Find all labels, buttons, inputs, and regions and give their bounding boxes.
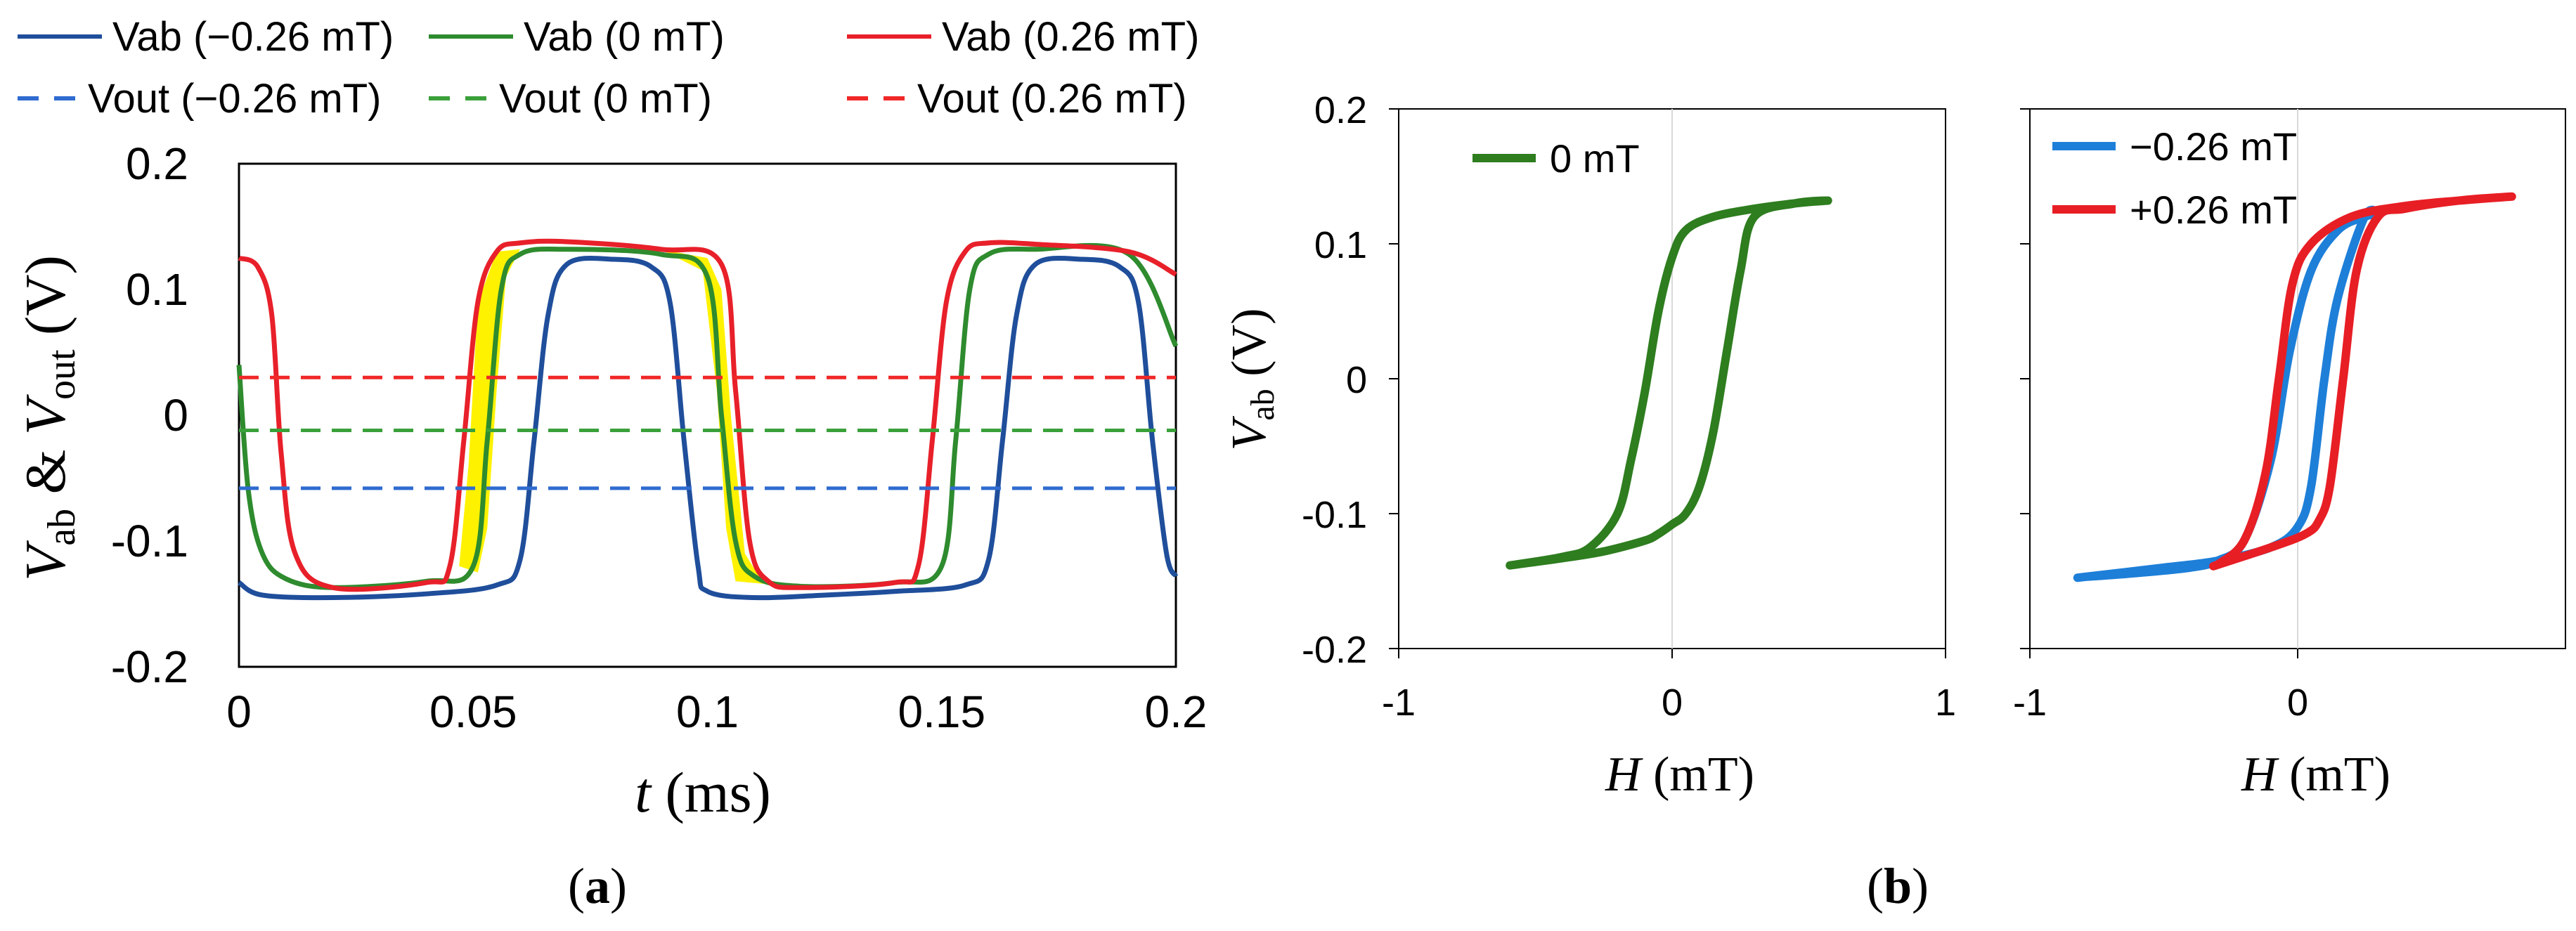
axis-ticks-a: 0 0.05 0.1 0.15 0.2 0.2 0.1 0 -0.1 -0.2 xyxy=(111,138,1208,737)
series-line-0-26-mt xyxy=(2073,205,2383,582)
legend-label-vout-0-26-mt: Vout (0.26 mT) xyxy=(917,76,1187,122)
x-tick-label: -1 xyxy=(1382,682,1416,724)
series-line-0-26-mt xyxy=(2209,192,2516,571)
x-tick-label: 1 xyxy=(1935,682,1956,724)
x-tick-label-a: 0.05 xyxy=(429,686,517,737)
legend-label-vout-0-26-mt: Vout (−0.26 mT) xyxy=(88,76,381,122)
plot-area-a xyxy=(236,238,1179,601)
panel-label-b: (b) xyxy=(1867,858,1929,914)
legend-a: Vab (−0.26 mT) Vab (0 mT) Vab (0.26 mT) Vou… xyxy=(18,14,1199,122)
series-line-vab-0-26-mt xyxy=(238,238,1177,592)
legend-label-vab-0-26-mt: Vab (0.26 mT) xyxy=(942,14,1199,60)
legend-label-0-mt: 0 mT xyxy=(1550,136,1640,181)
x-axis-label-b-right: H (mT) xyxy=(2241,748,2390,802)
legend-label-vab-0-26-mt: Vab (−0.26 mT) xyxy=(112,14,394,60)
x-tick-label: -1 xyxy=(2013,682,2047,724)
x-tick-label-a: 0 xyxy=(226,686,252,737)
y-tick-label-a: 0.1 xyxy=(126,264,188,315)
x-axis-label-a: t (ms) xyxy=(635,760,771,824)
legend-label-vout-0-mt: Vout (0 mT) xyxy=(499,76,712,122)
y-tick-label-a: 0.2 xyxy=(126,138,188,189)
y-tick-label-a: -0.2 xyxy=(111,642,188,692)
legend-label-0-26-mt: −0.26 mT xyxy=(2130,124,2297,169)
x-axis-label-b-left: H (mT) xyxy=(1605,748,1754,802)
plot-area-b-right: −0.26 mT +0.26 mT xyxy=(2052,109,2516,649)
x-tick-label: 0 xyxy=(1662,682,1683,724)
y-axis-label-a: Vab & Vout (V) xyxy=(13,255,84,581)
series-line-0-mt xyxy=(1506,196,1832,570)
panel-b-left: 0 mT -1 0 1 0.2 0.1 0 -0.1 -0.2 H (mT) Vab (V) xyxy=(1222,89,1956,802)
y-tick-label: -0.1 xyxy=(1302,494,1367,536)
highlight-band-falling xyxy=(660,249,764,584)
axis-ticks-b-left: -1 0 1 0.2 0.1 0 -0.1 -0.2 xyxy=(1302,89,1956,724)
y-axis-label-b: Vab (V) xyxy=(1222,308,1281,451)
x-tick-label: 0 xyxy=(2287,682,2308,724)
panel-label-a: (a) xyxy=(568,858,627,914)
panel-b-right: −0.26 mT +0.26 mT -1 0 H (mT) xyxy=(2013,108,2566,802)
x-tick-label-a: 0.1 xyxy=(676,686,739,737)
plot-frame-a xyxy=(238,162,1177,668)
y-tick-label: 0.2 xyxy=(1314,89,1367,131)
y-tick-label: 0.1 xyxy=(1314,224,1367,266)
y-tick-label: -0.2 xyxy=(1302,629,1367,671)
x-tick-label-a: 0.2 xyxy=(1145,686,1208,737)
panel-a: Vab (−0.26 mT) Vab (0 mT) Vab (0.26 mT) Vou… xyxy=(13,14,1207,914)
axis-ticks-b-right: -1 0 xyxy=(2013,108,2308,724)
x-tick-label-a: 0.15 xyxy=(898,686,985,737)
y-tick-label: 0 xyxy=(1346,359,1367,401)
series-line-vab-0-26-mt xyxy=(238,255,1179,601)
plot-area-b-left: 0 mT xyxy=(1473,109,1832,649)
y-tick-label-a: -0.1 xyxy=(111,516,188,566)
legend-label-0-26-mt: +0.26 mT xyxy=(2130,188,2297,232)
legend-label-vab-0-mt: Vab (0 mT) xyxy=(524,14,725,60)
y-tick-label-a: 0 xyxy=(163,390,188,441)
